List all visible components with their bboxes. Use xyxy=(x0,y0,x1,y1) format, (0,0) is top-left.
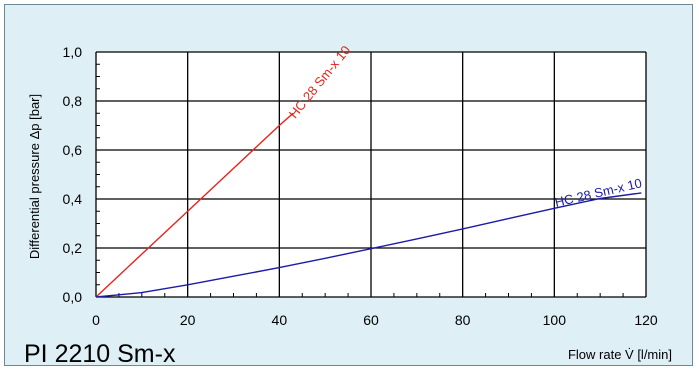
x-tick-label: 60 xyxy=(363,312,379,328)
x-tick-label: 20 xyxy=(180,312,196,328)
x-axis-label: Flow rate V̇ [l/min] xyxy=(568,347,672,362)
y-tick-label: 0,4 xyxy=(63,191,83,207)
y-tick-label: 0,2 xyxy=(63,240,83,256)
data-series xyxy=(95,112,642,298)
y-axis-label: Differential pressure Δp [bar] xyxy=(27,94,42,259)
y-tick-label: 0,0 xyxy=(63,289,83,305)
x-tick-label: 40 xyxy=(272,312,288,328)
x-tick-labels: 0 20 40 60 80 100 120 xyxy=(92,312,658,328)
y-tick-labels: 0,0 0,2 0,4 0,6 0,8 1,0 xyxy=(63,44,83,305)
x-tick-label: 100 xyxy=(543,312,567,328)
grid-lines xyxy=(95,51,647,298)
y-tick-label: 0,6 xyxy=(63,142,83,158)
x-tick-label: 120 xyxy=(634,312,658,328)
y-tick-label: 0,8 xyxy=(63,93,83,109)
y-tick-label: 1,0 xyxy=(63,44,83,60)
x-tick-label: 0 xyxy=(92,312,100,328)
series-line-1 xyxy=(95,192,642,298)
chart-title: PI 2210 Sm-x xyxy=(24,340,176,368)
x-tick-label: 80 xyxy=(455,312,471,328)
series-line-0 xyxy=(95,112,294,298)
minor-ticks xyxy=(96,63,624,297)
